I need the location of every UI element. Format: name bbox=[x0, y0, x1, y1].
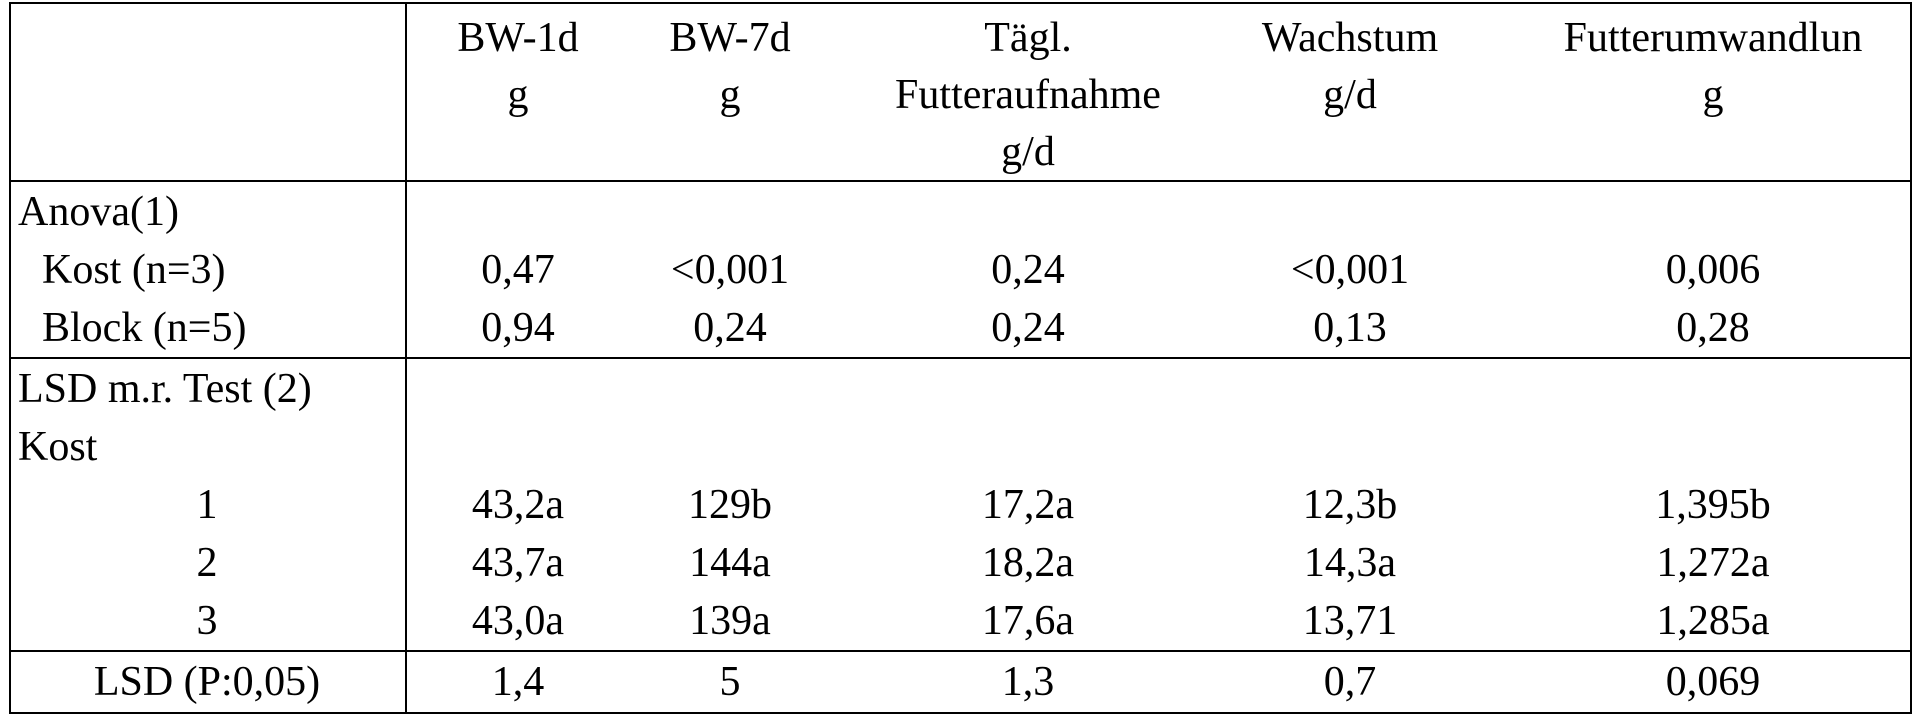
header-feed-conversion: Futterumwandlung bbox=[1564, 10, 1863, 124]
anova-label: Anova(1) bbox=[18, 183, 179, 241]
row-divider bbox=[9, 357, 1912, 359]
row-label-block: Block (n=5) bbox=[42, 299, 246, 357]
cell: 0,006 bbox=[1666, 241, 1761, 299]
cell: <0,001 bbox=[671, 241, 789, 299]
cell: 0,24 bbox=[991, 299, 1065, 357]
lsd-test-label: LSD m.r. Test (2) bbox=[18, 360, 312, 418]
cell: 17,2a bbox=[982, 476, 1074, 534]
cell: 1,272a bbox=[1656, 534, 1769, 592]
cell: 1,395b bbox=[1655, 476, 1771, 534]
cell: 5 bbox=[720, 653, 741, 711]
cell: 129b bbox=[688, 476, 772, 534]
header-growth: Wachstumg/d bbox=[1262, 10, 1438, 124]
cell: 0,069 bbox=[1666, 653, 1761, 711]
cell: 43,2a bbox=[472, 476, 564, 534]
header-bw1d: BW-1dg bbox=[457, 10, 578, 124]
cell: 1,285a bbox=[1656, 592, 1769, 650]
cell: 17,6a bbox=[982, 592, 1074, 650]
cell: 0,94 bbox=[481, 299, 555, 357]
row-label-diet-3: 3 bbox=[197, 592, 218, 650]
row-label-diet-2: 2 bbox=[197, 534, 218, 592]
cell: 43,0a bbox=[472, 592, 564, 650]
row-label-kost: Kost (n=3) bbox=[42, 241, 226, 299]
row-divider bbox=[9, 650, 1912, 652]
kost-label: Kost bbox=[18, 418, 97, 476]
cell: 139a bbox=[689, 592, 771, 650]
cell: 0,47 bbox=[481, 241, 555, 299]
cell: 0,24 bbox=[693, 299, 767, 357]
cell: 0,7 bbox=[1324, 653, 1377, 711]
cell: 18,2a bbox=[982, 534, 1074, 592]
cell: 43,7a bbox=[472, 534, 564, 592]
header-bw7d: BW-7dg bbox=[669, 10, 790, 124]
header-feed-intake: Tägl.Futteraufnahmeg/d bbox=[895, 10, 1161, 181]
lsd-p-label: LSD (P:0,05) bbox=[94, 653, 320, 711]
cell: 13,71 bbox=[1303, 592, 1398, 650]
cell: <0,001 bbox=[1291, 241, 1409, 299]
cell: 0,13 bbox=[1313, 299, 1387, 357]
cell: 14,3a bbox=[1304, 534, 1396, 592]
cell: 144a bbox=[689, 534, 771, 592]
row-label-diet-1: 1 bbox=[197, 476, 218, 534]
cell: 12,3b bbox=[1303, 476, 1398, 534]
cell: 0,28 bbox=[1676, 299, 1750, 357]
cell: 1,3 bbox=[1002, 653, 1055, 711]
cell: 0,24 bbox=[991, 241, 1065, 299]
cell: 1,4 bbox=[492, 653, 545, 711]
